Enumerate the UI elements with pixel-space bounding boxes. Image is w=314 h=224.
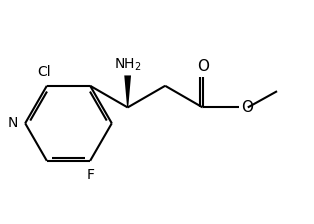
Text: N: N xyxy=(8,116,19,130)
Text: F: F xyxy=(86,168,94,182)
Text: O: O xyxy=(241,100,253,115)
Text: O: O xyxy=(197,59,209,74)
Text: NH$_2$: NH$_2$ xyxy=(114,56,142,73)
Text: Cl: Cl xyxy=(37,65,51,79)
Polygon shape xyxy=(124,75,131,108)
